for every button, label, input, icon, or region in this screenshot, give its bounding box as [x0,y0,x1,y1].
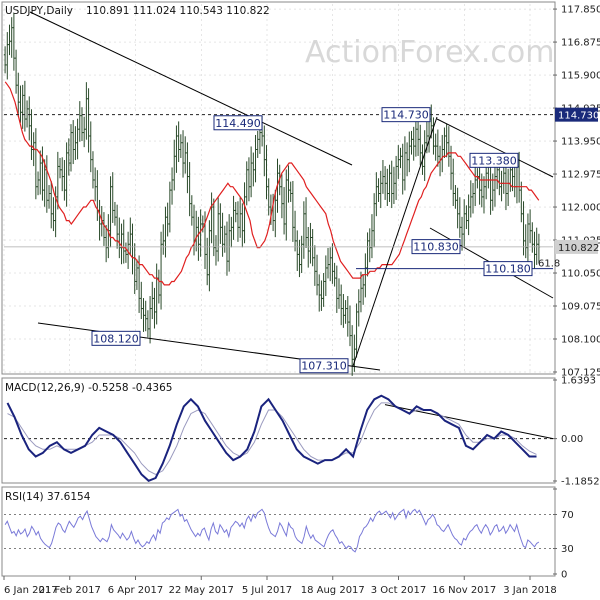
macd-header: MACD(12,26,9) -0.5258 -0.4365 [5,382,172,394]
price-y-tick-label: 117.850 [561,5,600,16]
chart-ohlc: 110.891 111.024 110.543 110.822 [86,5,270,17]
level-label: 107.310 [299,358,349,374]
price-y-tick-label: 112.000 [561,203,600,214]
x-tick-label: 21 Feb 2017 [39,585,101,596]
downtrend-line [29,11,353,166]
svg-text:107.310: 107.310 [301,360,347,373]
watermark: ActionForex.com [305,35,554,70]
macd-y-tick-label: -1.1852 [561,477,600,488]
level-label: 113.380 [469,152,519,168]
rsi-header: RSI(14) 37.6154 [5,491,91,503]
rsi-y-tick-label: 0 [561,570,567,581]
price-y-tick-label: 116.875 [561,38,600,49]
sma-line [4,81,540,286]
price-y-tick-label: 115.900 [561,71,600,82]
rsi-y-tick-label: 30 [561,544,574,555]
svg-text:110.180: 110.180 [485,263,531,276]
macd-layer: 1.6393 0.00 -1.1852 [4,376,600,488]
x-tick-label: 18 Aug 2017 [301,585,365,596]
price-y-tick-label: 107.125 [561,368,600,379]
svg-text:114.730: 114.730 [383,109,429,122]
rsi-layer: 70 30 0 [4,488,574,581]
x-tick-label: 6 Apr 2017 [108,585,163,596]
price-y-tick-label: 110.050 [561,269,600,280]
channel-top-line [436,118,554,178]
price-y-tick-label: 108.100 [561,335,600,346]
rsi-line [4,508,540,553]
price-y-tick-label: 113.950 [561,137,600,148]
macd-y-tick-label: 1.6393 [561,376,596,387]
price-y-tick-label: 112.975 [561,170,600,181]
level-label: 114.490 [213,115,263,131]
level-label: 114.730 [381,107,431,123]
x-tick-label: 22 May 2017 [169,585,234,596]
svg-text:114.730: 114.730 [558,111,599,122]
fib-annotation: 61.8 [538,259,560,270]
x-tick-label: 16 Nov 2017 [432,585,496,596]
level-label: 110.180 [483,261,533,277]
price-panel [1,1,556,375]
macd-line [6,394,537,482]
x-tick-label: 6 Jan 2017 [4,585,58,596]
rsi-y-tick-label: 70 [561,510,574,521]
x-tick-label: 3 Jan 2018 [503,585,557,596]
svg-text:110.822: 110.822 [558,243,599,254]
svg-text:113.380: 113.380 [471,154,517,167]
macd-y-tick-label: 0.00 [561,434,583,445]
x-tick-label: 3 Oct 2017 [371,585,426,596]
level-label: 108.120 [91,330,141,346]
level-labels: 114.490 114.730 113.380 110.830 110.180 108.1… [91,107,599,374]
chart-symbol: USDJPY,Daily [5,5,73,17]
x-tick-label: 5 Jul 2017 [242,585,292,596]
price-y-tick-label: 109.075 [561,302,600,313]
current-price-box: 110.822 [555,239,599,254]
level-label: 110.830 [411,239,461,255]
svg-text:110.830: 110.830 [413,241,459,254]
resistance-price-box: 114.730 [555,107,599,122]
macd-signal-line [7,402,537,475]
uptrend-line [352,116,438,367]
x-grid [3,4,531,372]
svg-text:108.120: 108.120 [93,332,139,345]
price-y-ticks: 117.850116.875115.900114.925113.950112.9… [553,5,600,379]
svg-text:114.490: 114.490 [215,117,261,130]
